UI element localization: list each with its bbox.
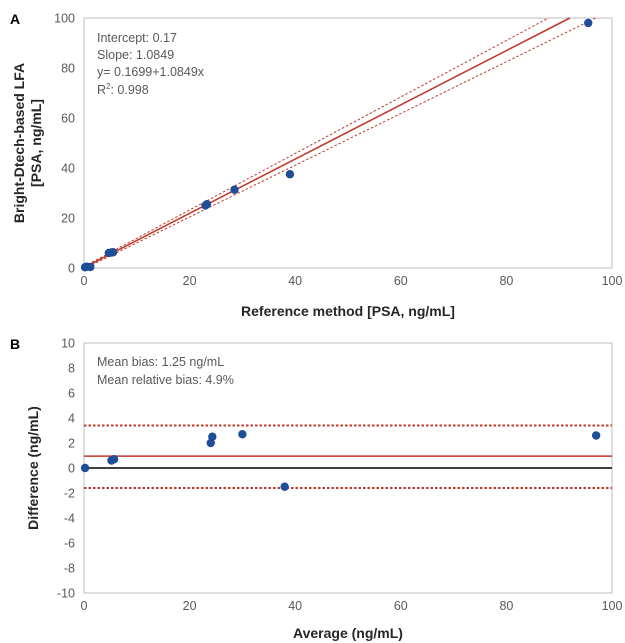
panel-b-ytick: -8 (64, 562, 75, 576)
panel-a-r-squared-text: R2: 0.998 (97, 82, 149, 97)
panel-a-equation-text: y= 0.1699+1.0849x (97, 65, 205, 79)
panel-b-y-ticks: 10 8 6 4 2 0 -2 -4 -6 -8 -10 (57, 337, 75, 601)
panel-a-label: A (10, 11, 20, 27)
panel-a-xtick: 40 (288, 274, 302, 288)
panel-a-fit-line (83, 17, 571, 269)
panel-b-ytick: 2 (68, 437, 75, 451)
panel-a-xtick: 80 (499, 274, 513, 288)
panel-b-data-point (80, 463, 90, 473)
panel-b-x-ticks: 0 20 40 60 80 100 (81, 599, 623, 613)
panel-b-ytick: 10 (61, 337, 75, 351)
panel-b-ytick: -6 (64, 537, 75, 551)
panel-b-bias-lines (84, 424, 612, 489)
panel-a-data-point (230, 185, 239, 194)
panel-a: A 0 20 40 60 80 100 0 20 40 60 80 100 Re… (10, 11, 622, 319)
panel-b-ytick: 8 (68, 362, 75, 376)
panel-b: B 10 8 6 4 2 0 -2 -4 -6 -8 -10 0 20 40 6… (10, 336, 622, 641)
panel-a-ytick: 60 (61, 112, 75, 126)
panel-b-mean-relative-bias-text: Mean relative bias: 4.9% (97, 373, 234, 387)
panel-b-ytick: 4 (68, 412, 75, 426)
panel-a-data-point (285, 170, 295, 179)
panel-b-ytick: -2 (64, 487, 75, 501)
panel-b-points (80, 430, 601, 491)
panel-a-ytick: 40 (61, 162, 75, 176)
panel-b-data-point (280, 482, 289, 491)
panel-b-xtick: 20 (183, 599, 197, 613)
panel-b-xtick: 100 (602, 599, 623, 613)
panel-a-annotations: Intercept: 0.17 Slope: 1.0849 y= 0.1699+… (97, 31, 205, 97)
panel-a-data-point (108, 248, 118, 257)
panel-b-xtick: 40 (288, 599, 302, 613)
panel-a-xtick: 20 (183, 274, 197, 288)
panel-a-ytick: 20 (61, 212, 75, 226)
panel-a-points (80, 18, 593, 272)
panel-b-data-point (591, 431, 601, 440)
panel-a-xtick: 60 (394, 274, 408, 288)
panel-a-intercept-text: Intercept: 0.17 (97, 31, 177, 45)
panel-a-slope-text: Slope: 1.0849 (97, 48, 174, 62)
panel-a-regression-lines (83, 17, 596, 270)
panel-b-xtick: 80 (499, 599, 513, 613)
panel-a-y-ticks: 0 20 40 60 80 100 (54, 12, 75, 276)
panel-a-data-point (202, 200, 212, 209)
panel-b-data-point (238, 430, 247, 439)
panel-a-xtick: 100 (602, 274, 623, 288)
panel-b-x-axis-label: Average (ng/mL) (293, 625, 403, 641)
panel-a-xtick: 0 (81, 274, 88, 288)
panel-a-ci-upper-line (83, 17, 549, 267)
panel-b-xtick: 0 (81, 599, 88, 613)
panel-b-mean-bias-text: Mean bias: 1.25 ng/mL (97, 355, 224, 369)
panel-b-y-axis-label: Difference (ng/mL) (25, 406, 41, 530)
panel-b-ytick: -4 (64, 512, 75, 526)
panel-a-plot-frame (83, 17, 613, 269)
panel-b-annotations: Mean bias: 1.25 ng/mL Mean relative bias… (97, 355, 234, 387)
panel-a-ytick: 100 (54, 12, 75, 26)
panel-a-ytick: 0 (68, 262, 75, 276)
panel-b-data-point (208, 432, 217, 441)
panel-b-xtick: 60 (394, 599, 408, 613)
panel-a-ytick: 80 (61, 62, 75, 76)
panel-a-x-axis-label: Reference method [PSA, ng/mL] (241, 303, 455, 319)
panel-a-y-axis-label-line1: Bright-Dtech-based LFA (11, 63, 27, 223)
panel-a-y-axis-label-line2: [PSA, ng/mL] (28, 99, 44, 187)
panel-b-data-point (109, 455, 119, 464)
panel-b-ytick: -10 (57, 587, 75, 601)
panel-a-data-point (584, 18, 593, 28)
panel-b-label: B (10, 336, 20, 352)
panel-a-x-ticks: 0 20 40 60 80 100 (81, 274, 623, 288)
panel-a-ci-lower-line (83, 17, 596, 270)
panel-b-ytick: 6 (68, 387, 75, 401)
panel-b-ytick: 0 (68, 462, 75, 476)
panel-a-data-point (86, 262, 95, 272)
